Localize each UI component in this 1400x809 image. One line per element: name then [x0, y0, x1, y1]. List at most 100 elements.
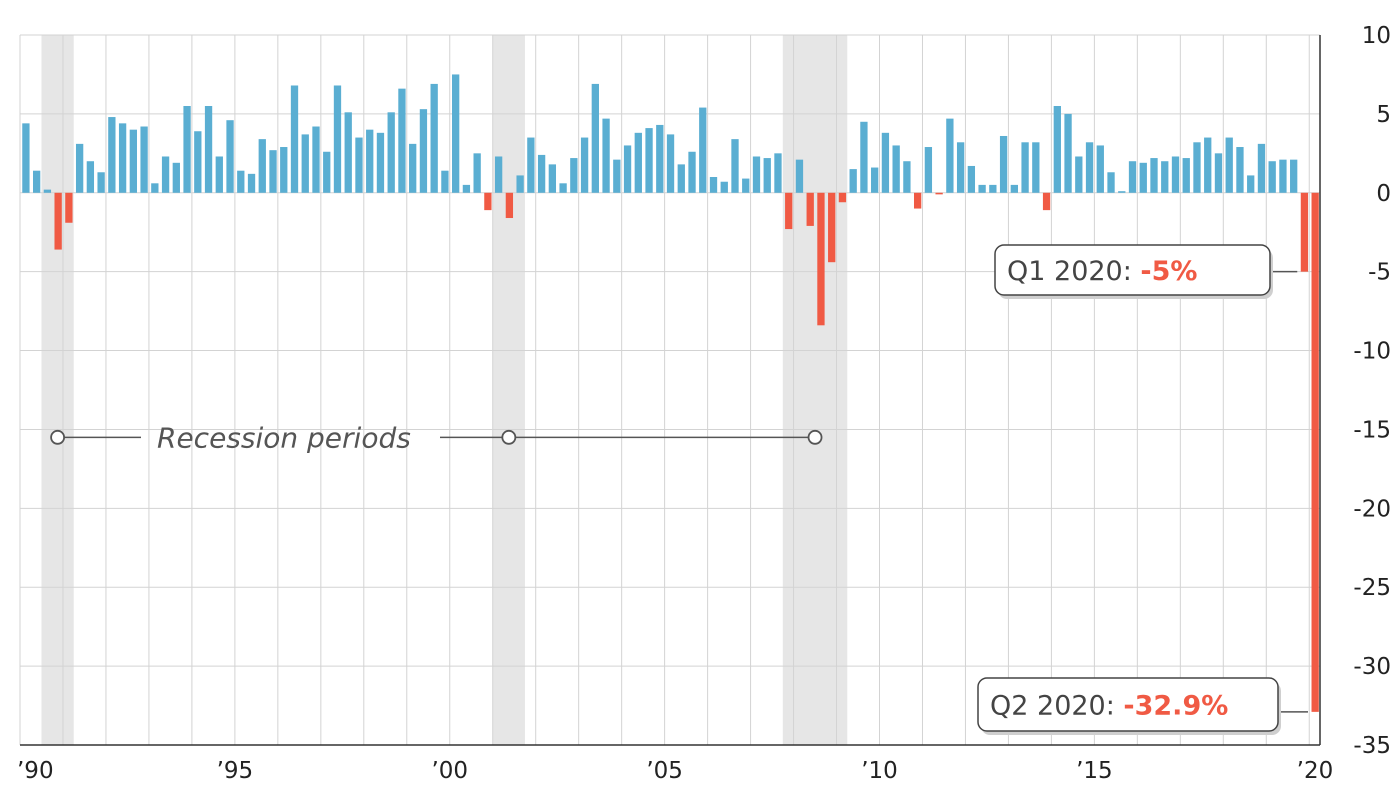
bar-38 — [419, 109, 428, 193]
bar-98 — [1064, 113, 1072, 193]
bar-63 — [688, 151, 696, 193]
recession-band-2 — [492, 35, 525, 745]
bar-46 — [505, 192, 514, 219]
bar-15 — [172, 162, 180, 193]
y-tick-label: -5 — [1368, 260, 1391, 286]
bar-103 — [1118, 191, 1126, 193]
bar-22 — [247, 173, 256, 193]
bar-104 — [1128, 161, 1137, 193]
y-tick-label: -10 — [1353, 339, 1391, 365]
bar-45 — [494, 156, 503, 193]
bar-101 — [1096, 145, 1104, 193]
x-tick-label: ’05 — [646, 758, 683, 784]
y-tick-label: 5 — [1376, 102, 1391, 128]
bar-21 — [237, 170, 245, 193]
y-tick-label: -20 — [1353, 496, 1391, 522]
bar-23 — [258, 139, 266, 193]
bar-4 — [54, 192, 62, 250]
annotation-prefix: Q1 2020: — [1007, 256, 1140, 287]
bar-32 — [355, 137, 363, 193]
bar-39 — [430, 83, 438, 193]
bar-100 — [1085, 142, 1094, 193]
bar-14 — [161, 156, 170, 193]
bar-118 — [1279, 159, 1287, 193]
bar-26 — [290, 85, 299, 193]
bar-5 — [65, 192, 73, 223]
bar-9 — [108, 117, 116, 193]
bar-91 — [989, 184, 997, 193]
bar-87 — [946, 118, 954, 193]
y-tick-label: -15 — [1353, 417, 1391, 443]
y-tick-label: -30 — [1353, 654, 1391, 680]
y-tick-label: 0 — [1376, 181, 1391, 207]
bar-110 — [1193, 142, 1201, 193]
bar-81 — [881, 132, 890, 193]
annotation-value: -5% — [1140, 256, 1197, 287]
bar-40 — [441, 170, 449, 193]
bar-94 — [1021, 142, 1029, 193]
bar-80 — [871, 167, 879, 193]
bars — [22, 74, 1319, 712]
bar-37 — [409, 143, 417, 193]
bar-30 — [333, 85, 342, 193]
bar-92 — [999, 135, 1008, 193]
bar-88 — [956, 142, 965, 193]
bar-67 — [731, 139, 739, 193]
x-tick-label: ’20 — [1297, 758, 1334, 784]
bar-35 — [387, 112, 395, 193]
bar-73 — [795, 159, 804, 193]
bar-19 — [215, 156, 223, 193]
bar-113 — [1225, 137, 1233, 193]
bar-74 — [806, 192, 814, 226]
axes: 10 5 0 -5 -10 -15 -20 -25 -30 -35 ’90 ’95 ’00 ’05 ’10 ’… — [17, 23, 1391, 784]
annotations: Q1 2020: -5% Q2 2020: -32.9% — [977, 244, 1308, 735]
bar-115 — [1247, 175, 1255, 193]
bar-121 — [1311, 192, 1319, 712]
x-tick-label: ’90 — [17, 758, 54, 784]
annotation-box — [994, 244, 1271, 296]
bar-16 — [183, 106, 191, 193]
bar-93 — [1010, 184, 1018, 193]
recession-band-3 — [782, 35, 848, 745]
bar-90 — [978, 184, 986, 193]
bar-2 — [33, 170, 41, 193]
bar-107 — [1161, 161, 1169, 193]
bar-102 — [1107, 172, 1115, 193]
legend-marker-3 — [807, 429, 823, 445]
legend-marker-1 — [50, 429, 66, 445]
bar-86 — [935, 192, 943, 195]
bar-7 — [86, 161, 95, 193]
bar-112 — [1214, 153, 1223, 193]
bar-61 — [666, 134, 675, 193]
bar-20 — [226, 120, 234, 193]
bar-24 — [269, 150, 277, 193]
bar-96 — [1042, 192, 1051, 211]
bar-65 — [709, 177, 718, 193]
bar-10 — [118, 123, 127, 193]
bar-36 — [398, 88, 406, 193]
bar-76 — [828, 192, 836, 263]
bar-43 — [473, 153, 481, 193]
bar-99 — [1075, 156, 1083, 193]
bar-106 — [1150, 158, 1158, 193]
bar-82 — [892, 145, 900, 193]
bar-41 — [452, 74, 460, 193]
bar-95 — [1032, 142, 1040, 193]
bar-108 — [1171, 156, 1180, 193]
y-tick-label: -35 — [1353, 733, 1391, 759]
x-tick-label: ’00 — [431, 758, 468, 784]
annotation-1: Q1 2020: -5% — [994, 244, 1298, 299]
annotation-2: Q2 2020: -32.9% — [977, 677, 1308, 735]
bar-31 — [344, 112, 352, 193]
bar-64 — [699, 107, 707, 193]
bar-13 — [151, 183, 159, 193]
bar-117 — [1268, 161, 1276, 193]
annotation-prefix: Q2 2020: — [990, 691, 1123, 722]
y-tick-label: 10 — [1362, 23, 1391, 49]
bar-97 — [1053, 106, 1061, 193]
bar-57 — [623, 145, 632, 193]
x-tick-label: ’95 — [217, 758, 254, 784]
bar-60 — [656, 124, 664, 193]
bar-27 — [301, 134, 309, 193]
bar-114 — [1236, 147, 1244, 193]
